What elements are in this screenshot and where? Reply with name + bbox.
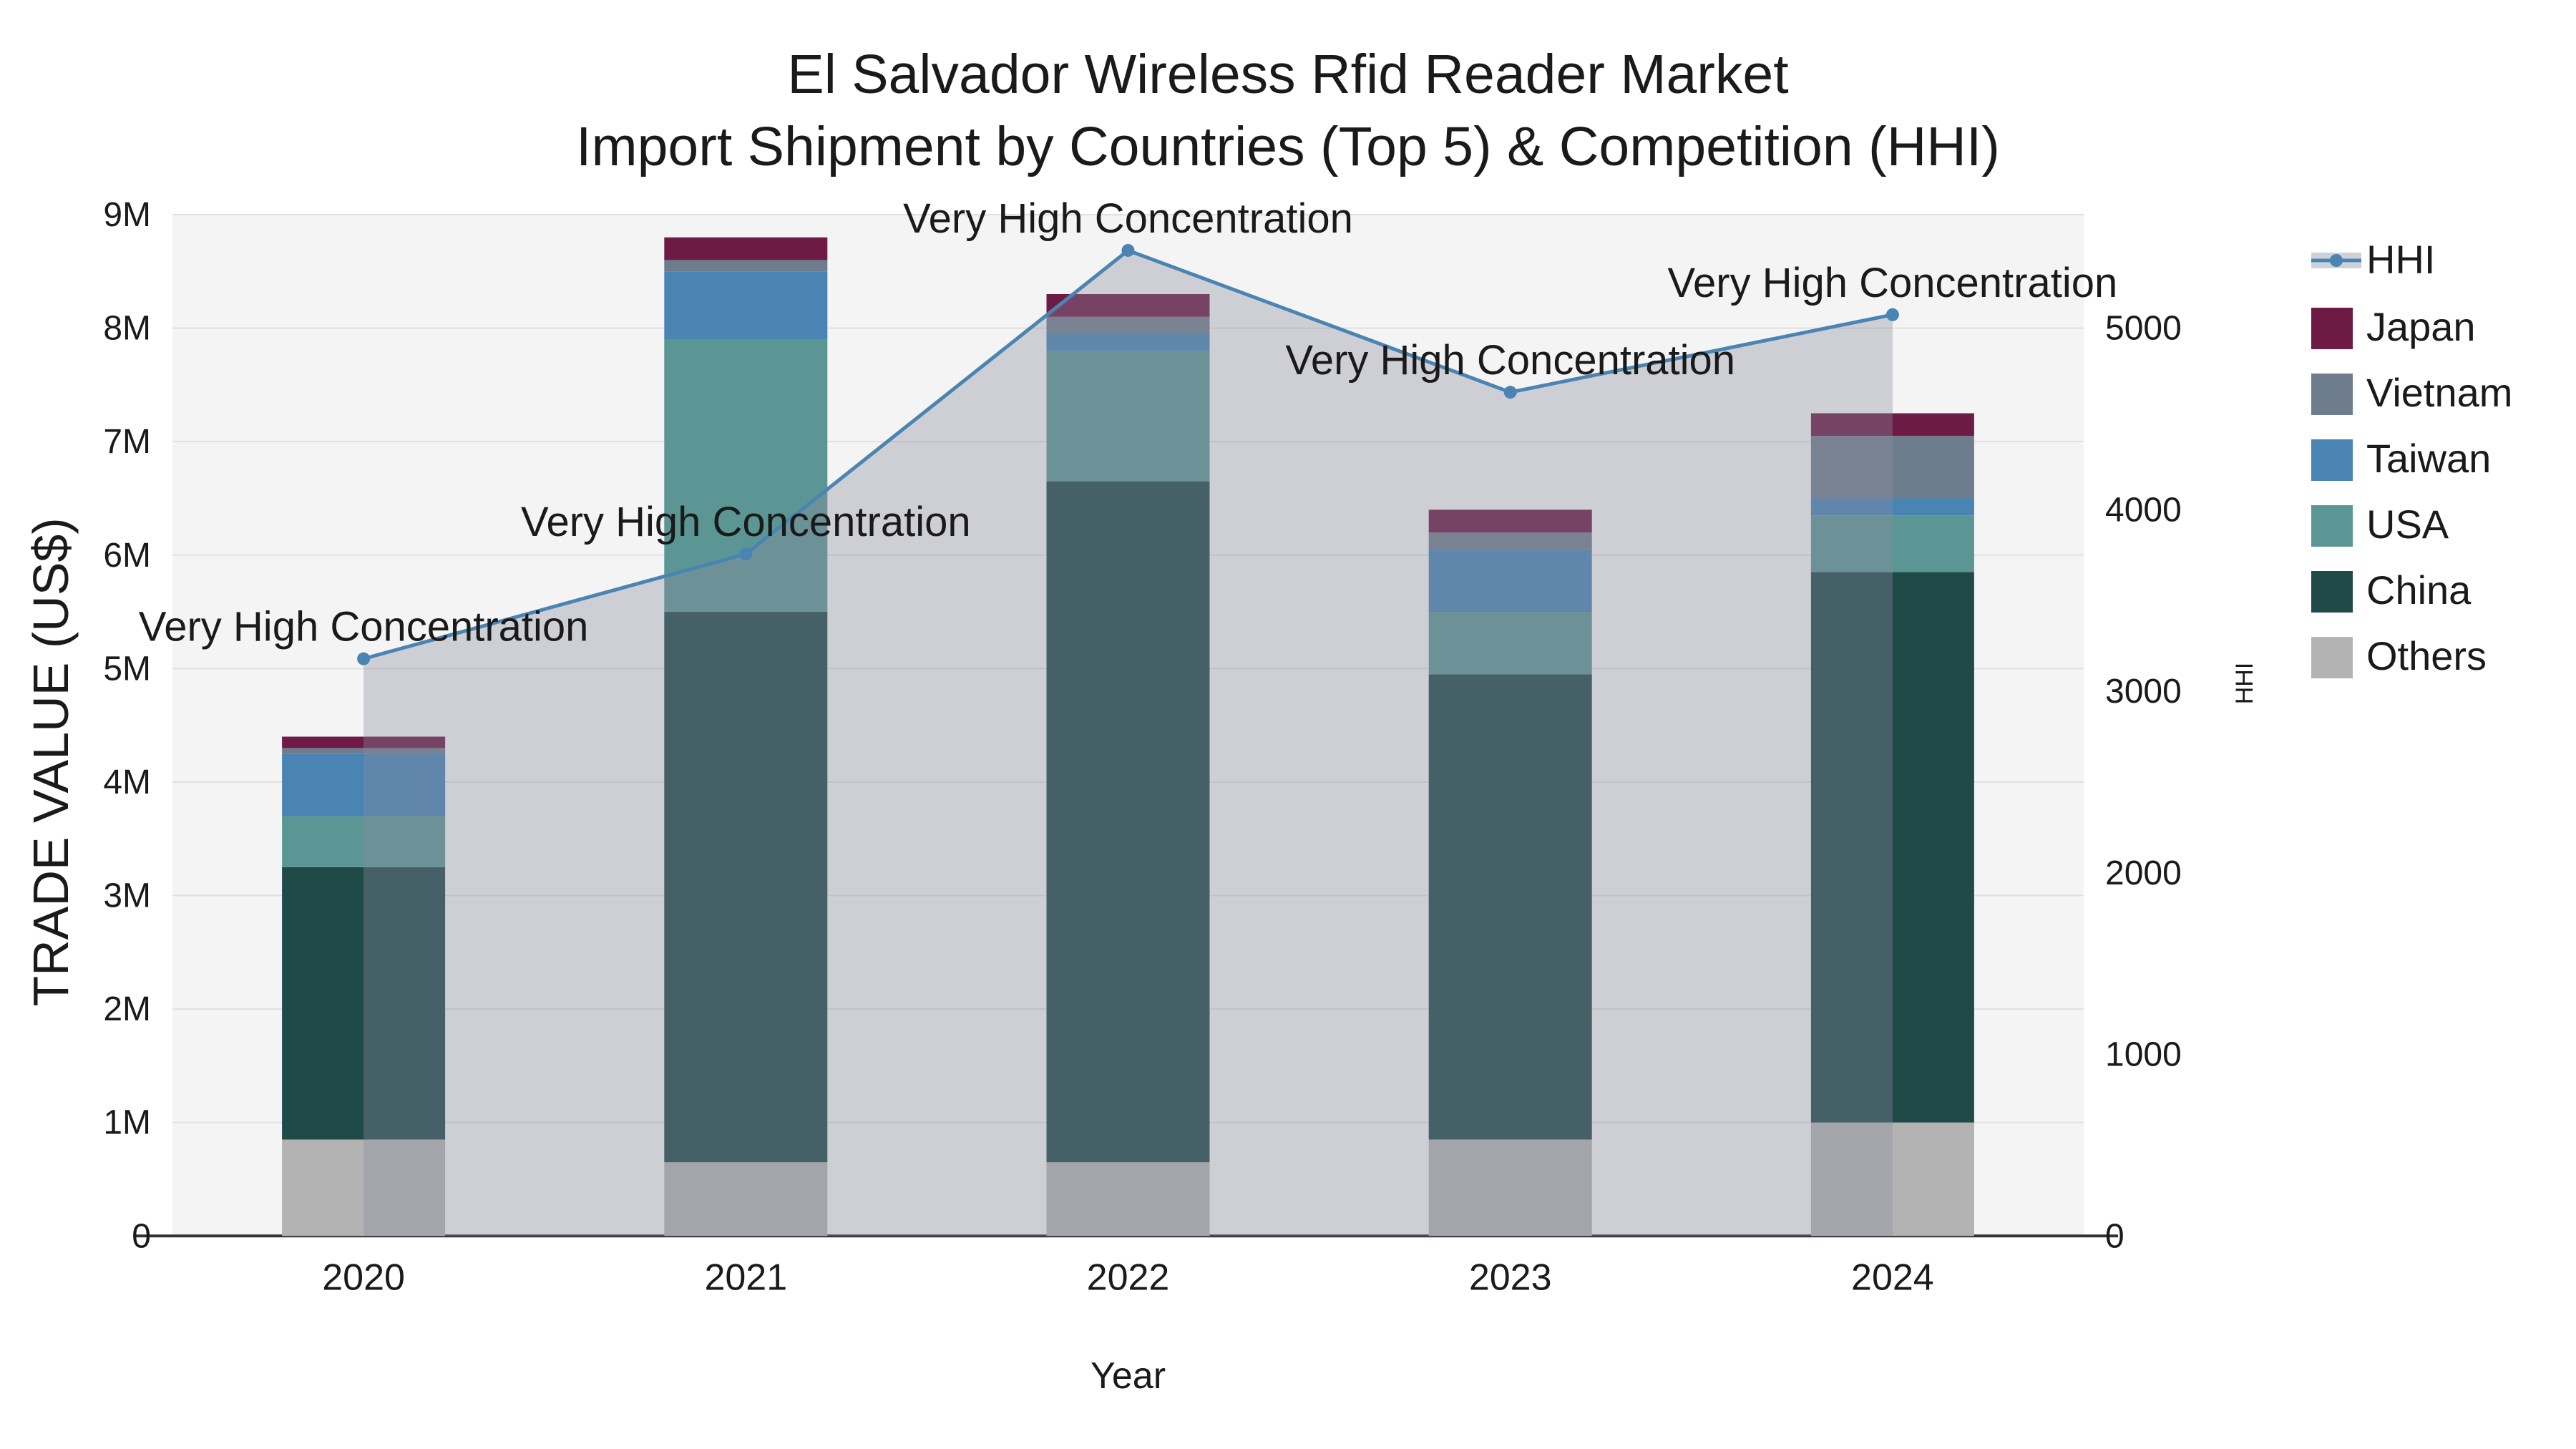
svg-text:Very High Concentration: Very High Concentration xyxy=(521,499,971,545)
svg-text:Taiwan: Taiwan xyxy=(2366,436,2491,481)
svg-text:7M: 7M xyxy=(103,423,151,461)
svg-text:2M: 2M xyxy=(103,990,151,1028)
svg-text:6M: 6M xyxy=(103,537,151,575)
svg-text:0: 0 xyxy=(132,1217,151,1255)
svg-text:China: China xyxy=(2366,567,2472,613)
svg-text:3M: 3M xyxy=(103,877,151,915)
svg-text:3000: 3000 xyxy=(2105,673,2182,711)
svg-text:HHI: HHI xyxy=(2231,663,2258,705)
svg-text:Vietnam: Vietnam xyxy=(2366,370,2512,415)
svg-text:2024: 2024 xyxy=(1851,1257,1934,1298)
svg-text:USA: USA xyxy=(2366,502,2449,547)
svg-text:2020: 2020 xyxy=(322,1257,405,1298)
svg-text:8M: 8M xyxy=(103,310,151,348)
svg-text:4000: 4000 xyxy=(2105,491,2182,529)
svg-text:5000: 5000 xyxy=(2105,310,2182,348)
svg-text:Very High Concentration: Very High Concentration xyxy=(1285,337,1735,384)
svg-text:0: 0 xyxy=(2105,1217,2124,1255)
svg-text:2021: 2021 xyxy=(704,1257,787,1298)
svg-text:Very High Concentration: Very High Concentration xyxy=(139,604,589,650)
svg-text:Very High Concentration: Very High Concentration xyxy=(1668,260,2118,306)
svg-text:Japan: Japan xyxy=(2366,304,2476,349)
svg-text:4M: 4M xyxy=(103,763,151,801)
svg-text:5M: 5M xyxy=(103,650,151,688)
svg-text:Year: Year xyxy=(1091,1355,1166,1397)
svg-text:Others: Others xyxy=(2366,633,2487,678)
svg-text:TRADE VALUE (US$): TRADE VALUE (US$) xyxy=(23,517,79,1006)
svg-text:9M: 9M xyxy=(103,196,151,234)
svg-text:HHI: HHI xyxy=(2366,237,2435,282)
svg-text:1000: 1000 xyxy=(2105,1036,2182,1074)
svg-text:2022: 2022 xyxy=(1087,1257,1170,1298)
svg-text:2000: 2000 xyxy=(2105,854,2182,892)
svg-text:Very High Concentration: Very High Concentration xyxy=(903,195,1353,242)
svg-text:1M: 1M xyxy=(103,1104,151,1142)
svg-text:2023: 2023 xyxy=(1469,1257,1552,1298)
